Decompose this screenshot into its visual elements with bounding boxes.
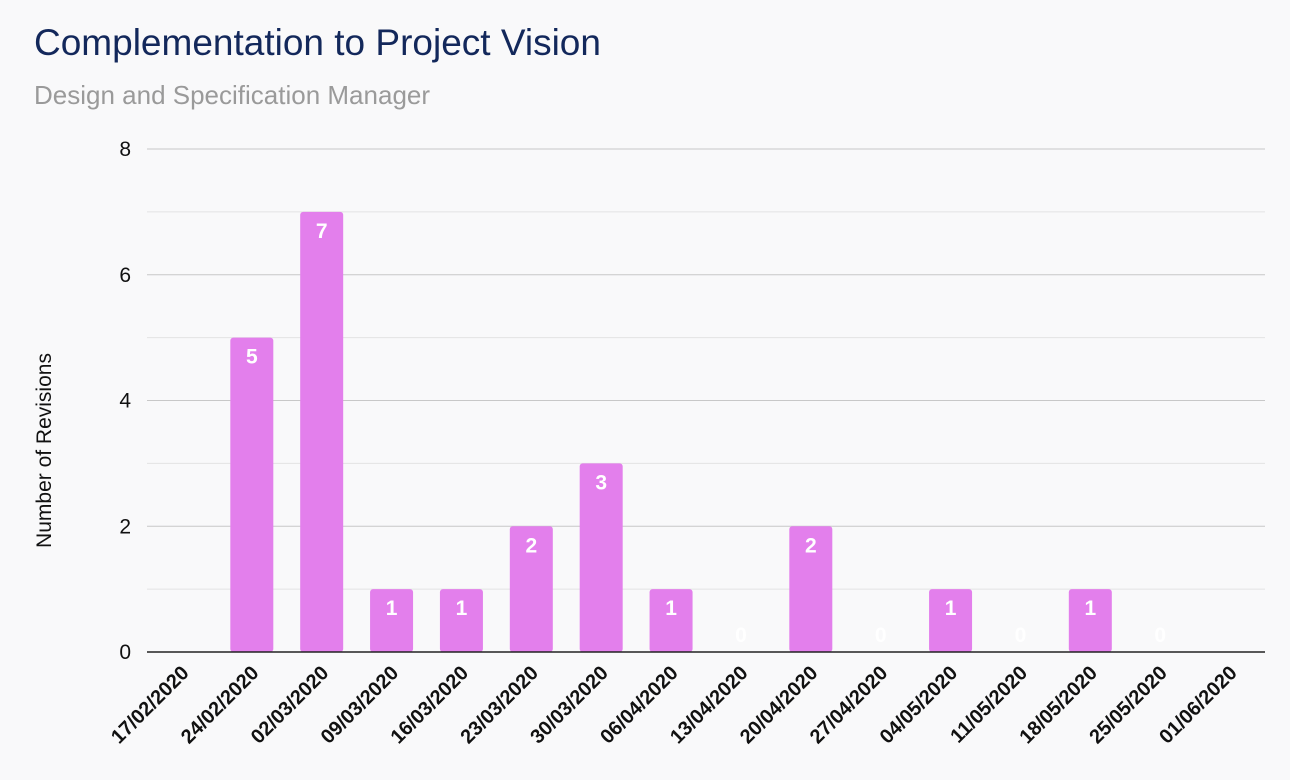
- y-tick-label: 0: [119, 641, 131, 664]
- y-axis-ticks: 0 2 4 6 8: [119, 138, 131, 664]
- bar: [789, 526, 833, 652]
- bar-value-label: 7: [316, 220, 328, 243]
- bar: [1068, 589, 1112, 652]
- bar: [230, 337, 274, 652]
- bar-value-label: 2: [525, 534, 537, 557]
- bar: [649, 589, 693, 652]
- bar: [439, 589, 483, 652]
- bar-value-label: 1: [386, 597, 398, 620]
- x-axis-ticks: 17/02/202024/02/202002/03/202009/03/2020…: [107, 662, 1241, 748]
- bar: [370, 589, 414, 652]
- bar: [929, 589, 973, 652]
- bar-value-label: 3: [595, 471, 607, 494]
- bar-value-label: 0: [875, 624, 887, 647]
- y-tick-label: 2: [119, 515, 131, 538]
- bar-value-label: 1: [945, 597, 957, 620]
- chart-title: Complementation to Project Vision: [34, 22, 601, 63]
- bars: [230, 211, 1112, 652]
- bar-value-label: 5: [246, 346, 258, 369]
- bar: [300, 211, 344, 652]
- bar-value-label: 0: [1015, 624, 1027, 647]
- bar-value-label: 1: [665, 597, 677, 620]
- y-tick-label: 6: [119, 264, 131, 287]
- bar: [509, 526, 553, 652]
- bar-value-label: 1: [456, 597, 468, 620]
- bar-value-label: 0: [735, 624, 747, 647]
- y-tick-label: 8: [119, 138, 131, 161]
- data-labels: 5 7 1 1 2 3 1 0 2 0 1 0 1 0: [246, 220, 1166, 647]
- bar-value-label: 2: [805, 534, 817, 557]
- bar-value-label: 1: [1084, 597, 1096, 620]
- y-axis-title: Number of Revisions: [33, 353, 56, 548]
- bar: [579, 463, 623, 652]
- bar-value-label: 0: [1154, 624, 1166, 647]
- chart-subtitle: Design and Specification Manager: [34, 80, 431, 110]
- y-tick-label: 4: [119, 390, 131, 413]
